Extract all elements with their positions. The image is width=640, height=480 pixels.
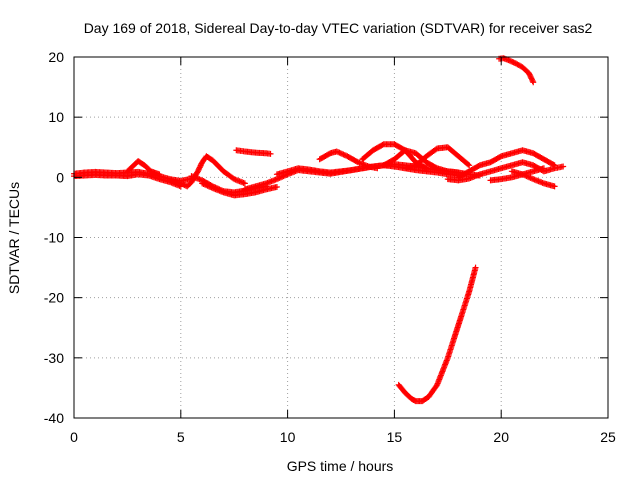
data-point [526,174,533,181]
x-tick-label: 10 [280,429,296,445]
data-point [523,173,530,180]
data-point [520,171,527,178]
y-tick-label: -30 [44,350,64,366]
data-point [341,152,348,159]
data-point [201,181,208,188]
data-point [333,148,340,155]
data-point [207,183,214,190]
x-tick-label: 25 [600,429,616,445]
plot-data [71,55,567,405]
data-point [551,183,558,190]
series-track-q [508,168,558,190]
y-tick-label: 0 [56,169,64,185]
data-point [529,77,536,84]
data-point [203,182,210,189]
data-point [200,180,207,187]
y-tick-label: 10 [48,109,64,125]
data-point [524,173,531,180]
data-point [339,150,346,157]
data-point [519,171,526,178]
series-track-o [455,147,558,181]
data-point [205,183,212,190]
data-point [340,151,347,158]
series-track-c [124,158,163,178]
series-track-m [402,144,473,172]
x-tick-label: 0 [70,429,78,445]
data-point [336,149,343,156]
data-point [550,161,557,168]
series-track-l [380,147,462,176]
data-point [337,150,344,157]
x-tick-label: 15 [387,429,403,445]
series-track-g [233,147,274,157]
chart-title: Day 169 of 2018, Sidereal Day-to-day VTE… [84,20,593,36]
data-point [527,174,534,181]
series-track-r [395,264,479,405]
data-point [267,150,274,157]
axes: 0 5 10 15 20 25 -40 -30 -20 -10 0 10 20 [44,49,616,445]
y-tick-label: -20 [44,290,64,306]
data-point [472,264,479,271]
data-point [273,183,280,190]
data-point [422,164,429,171]
data-point [423,165,430,172]
data-point [208,184,215,191]
data-point [530,79,537,86]
y-tick-label: 20 [48,49,64,65]
data-point [156,171,163,178]
data-point [204,182,211,189]
data-point [466,162,473,169]
data-point [199,180,206,187]
data-point [374,165,381,172]
data-point [528,175,535,182]
data-point [465,161,472,168]
data-point [540,165,547,172]
data-point [241,180,248,187]
y-axis-label: SDTVAR / TECUs [6,182,22,294]
x-tick-label: 5 [177,429,185,445]
data-point [522,172,529,179]
y-tick-label: -10 [44,230,64,246]
series-track-p [487,165,547,184]
x-axis-label: GPS time / hours [287,458,394,474]
y-tick-label: -40 [44,410,64,426]
data-point [560,163,567,170]
data-point [335,149,342,156]
series-track-j [316,148,381,172]
data-point [551,162,558,169]
x-tick-label: 20 [493,429,509,445]
